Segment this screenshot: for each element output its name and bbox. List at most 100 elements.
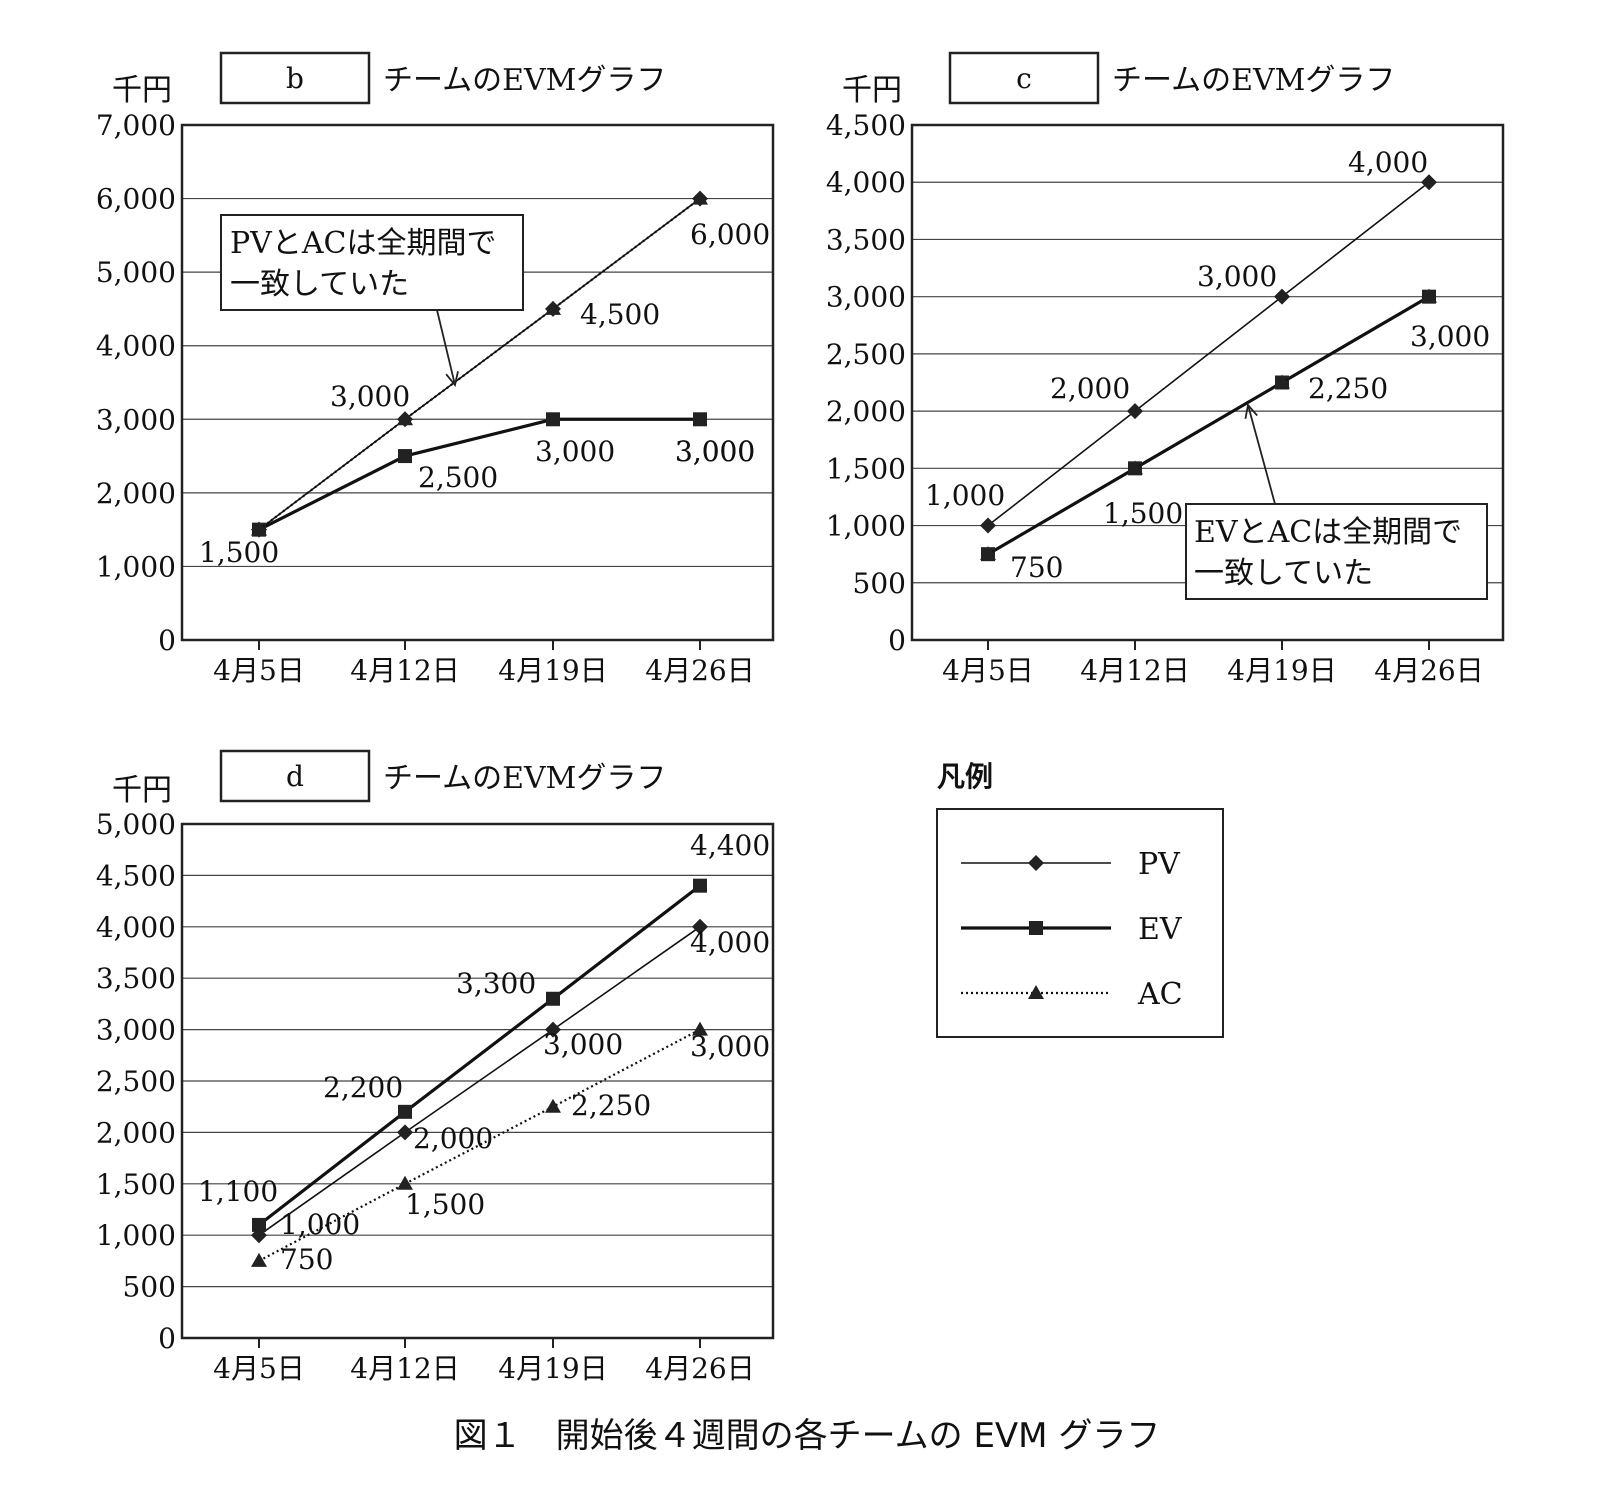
- y-tick-label: 4,000: [826, 166, 906, 199]
- data-label: 3,000: [690, 1030, 770, 1063]
- y-tick-label: 5,000: [96, 256, 176, 289]
- y-tick-label: 4,500: [826, 109, 906, 142]
- pv-marker: [1274, 288, 1290, 305]
- ac-marker: [251, 521, 267, 536]
- series-ac-line: [987, 295, 1430, 556]
- y-tick-label: 1,000: [96, 550, 176, 583]
- chart-title: チームのEVMグラフ: [1112, 63, 1395, 98]
- annotation-line1: PVとACは全期間で: [230, 226, 496, 261]
- data-label: 1,500: [1103, 497, 1183, 530]
- pv-marker: [397, 1124, 413, 1141]
- data-label: 1,500: [199, 536, 279, 569]
- ac-marker: [1421, 288, 1437, 303]
- legend-box: [936, 808, 1224, 1038]
- ev-marker: [252, 1217, 266, 1232]
- title-box: [219, 51, 371, 105]
- y-tick-label: 4,500: [96, 859, 176, 892]
- y-tick-label: 2,000: [96, 1116, 176, 1149]
- ev-marker: [398, 1104, 412, 1119]
- series-pv-line: [258, 926, 701, 1236]
- annotation-arrow: [1247, 404, 1276, 505]
- chart-b: b チームのEVMグラフ 千円 0 1,000 2,000 3,000 4,000 5,000 6…: [96, 51, 775, 687]
- data-label: 2,250: [1308, 372, 1388, 405]
- series-ev-line: [258, 884, 701, 1227]
- y-tick-label: 2,000: [826, 395, 906, 428]
- ev-marker: [693, 878, 707, 893]
- data-label: 4,400: [690, 829, 770, 862]
- chart-title: チームのEVMグラフ: [383, 63, 666, 98]
- ac-marker: [397, 1175, 413, 1190]
- x-tick-label: 4月19日: [498, 654, 607, 687]
- data-label: 1,100: [198, 1175, 278, 1208]
- legend-pv-label: PV: [1138, 847, 1181, 882]
- plot-frame: [910, 123, 1505, 642]
- data-label: 3,000: [543, 1028, 623, 1061]
- chart-title: チームのEVMグラフ: [383, 761, 666, 796]
- y-tick-label: 0: [158, 1322, 176, 1355]
- y-tick-label: 0: [158, 624, 176, 657]
- y-tick-label: 3,500: [826, 223, 906, 256]
- data-label: 750: [280, 1243, 333, 1276]
- y-tick-label: 7,000: [96, 109, 176, 142]
- legend-ac-label: AC: [1137, 977, 1183, 1012]
- data-label: 4,000: [1348, 146, 1428, 179]
- y-tick-label: 2,500: [826, 338, 906, 371]
- ac-marker: [251, 1252, 267, 1267]
- y-axis-unit: 千円: [842, 73, 902, 108]
- ac-marker: [545, 1098, 561, 1113]
- x-tick-label: 4月5日: [942, 654, 1034, 687]
- annotation-arrowhead: [1244, 403, 1258, 419]
- y-tick-label: 2,500: [96, 1065, 176, 1098]
- ac-marker: [397, 411, 413, 426]
- ac-marker: [1274, 374, 1290, 389]
- data-label: 4,500: [580, 298, 660, 331]
- pv-marker: [1421, 174, 1437, 191]
- y-tick-label: 3,000: [826, 281, 906, 314]
- y-tick-label: 6,000: [96, 183, 176, 216]
- ev-marker: [546, 991, 560, 1006]
- data-label: 1,000: [925, 479, 1005, 512]
- data-label: 2,200: [323, 1071, 403, 1104]
- title-box: [948, 51, 1100, 105]
- y-tick-label: 3,000: [96, 1014, 176, 1047]
- annotation-box: [220, 214, 524, 311]
- data-label: 2,250: [571, 1089, 651, 1122]
- ev-marker: [546, 412, 560, 427]
- annotation-arrowhead: [445, 371, 459, 388]
- legend-ev-marker: [1029, 921, 1043, 935]
- title-box: [219, 749, 371, 803]
- chart-d: d チームのEVMグラフ 千円 0 500 1,000 1,500 2,000 2,500 3,0…: [96, 749, 775, 1385]
- y-tick-label: 3,500: [96, 962, 176, 995]
- series-ac-line: [258, 197, 701, 531]
- data-label: 3,000: [330, 380, 410, 413]
- ac-marker: [692, 190, 708, 205]
- team-letter: d: [286, 760, 304, 793]
- y-tick-label: 2,000: [96, 477, 176, 510]
- ac-marker: [980, 546, 996, 561]
- legend-pv-marker: [1028, 855, 1044, 871]
- ac-marker: [1127, 460, 1143, 475]
- data-label: 2,000: [413, 1122, 493, 1155]
- data-label: 2,000: [1050, 372, 1130, 405]
- y-tick-label: 500: [123, 1271, 176, 1304]
- annotation-line1: EVとACは全期間で: [1194, 515, 1462, 550]
- x-tick-label: 4月12日: [350, 654, 459, 687]
- data-label: 6,000: [690, 218, 770, 251]
- y-tick-label: 500: [853, 567, 906, 600]
- legend-ev-label: EV: [1138, 912, 1183, 947]
- legend: 凡例 PV EV AC: [936, 760, 1224, 1038]
- x-tick-label: 4月19日: [498, 1352, 607, 1385]
- x-tick-label: 4月12日: [1080, 654, 1189, 687]
- ac-marker: [545, 300, 561, 315]
- data-label: 3,300: [456, 967, 536, 1000]
- chart-c: c チームのEVMグラフ 千円 0 500 1,000 1,500 2,000 2,500 3,0…: [826, 51, 1505, 687]
- x-tick-label: 4月26日: [1374, 654, 1483, 687]
- y-tick-label: 4,000: [96, 330, 176, 363]
- pv-marker: [692, 918, 708, 935]
- x-tick-label: 4月19日: [1227, 654, 1336, 687]
- team-letter: b: [286, 62, 304, 95]
- figure-caption: 図１ 開始後４週間の各チームの EVM グラフ: [454, 1416, 1161, 1456]
- annotation-box: [1185, 503, 1488, 600]
- pv-marker: [980, 517, 996, 534]
